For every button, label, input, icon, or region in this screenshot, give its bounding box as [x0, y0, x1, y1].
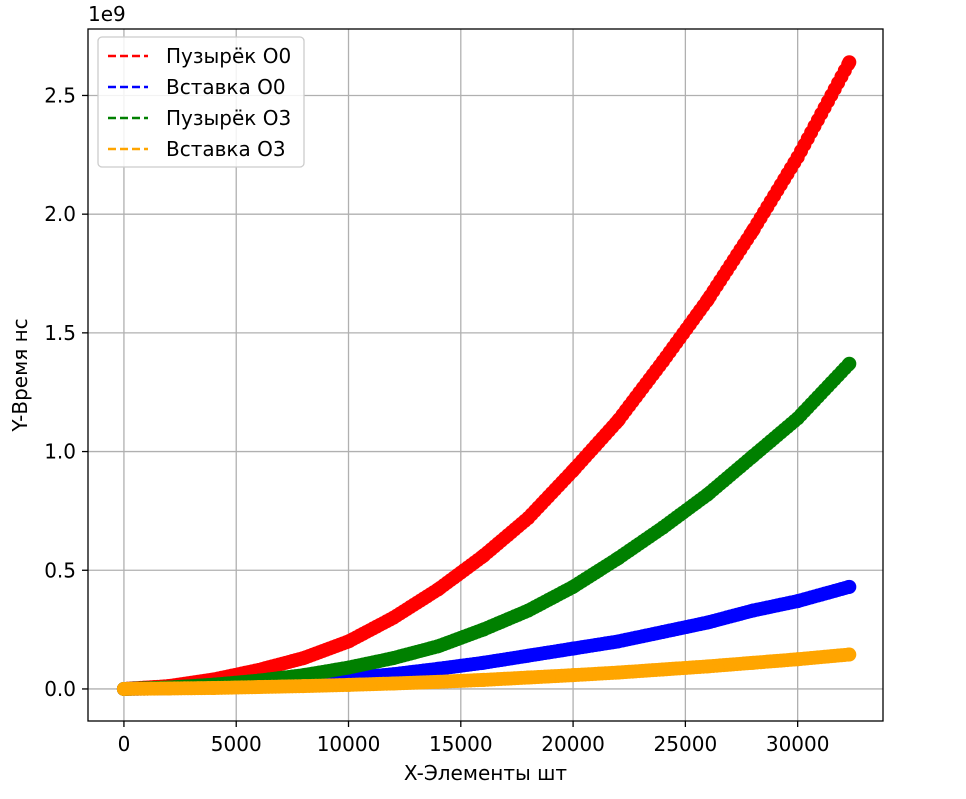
data-point — [476, 672, 491, 687]
y-tick-label: 2.5 — [44, 83, 76, 107]
data-point — [341, 660, 356, 675]
x-axis-label: X-Элементы шт — [404, 761, 568, 785]
x-tick-label: 5000 — [211, 732, 262, 756]
y-tick-label: 2.0 — [44, 202, 76, 226]
data-point — [161, 681, 176, 696]
data-point — [745, 223, 760, 238]
x-tick-label: 15000 — [429, 732, 493, 756]
data-point — [341, 677, 356, 692]
data-point — [566, 579, 581, 594]
x-tick-label: 0 — [118, 732, 131, 756]
y-axis-label: Y-Время нс — [8, 318, 32, 432]
legend-label: Пузырёк O3 — [166, 106, 291, 130]
legend-label: Пузырёк O0 — [166, 44, 291, 68]
y-tick-label: 0.0 — [44, 677, 76, 701]
legend-label: Вставка O3 — [166, 137, 286, 161]
legend-box — [97, 36, 305, 168]
x-tick-label: 10000 — [317, 732, 381, 756]
x-tick-label: 20000 — [541, 732, 605, 756]
data-point — [655, 662, 670, 677]
legend: Пузырёк O0 Вставка O0 Пузырёк O3 Вставка O3 — [97, 36, 305, 168]
data-point — [296, 679, 311, 694]
series-layer — [116, 55, 857, 696]
data-point — [521, 648, 536, 663]
series-3 — [116, 356, 857, 696]
y-offset-text: 1e9 — [88, 2, 126, 26]
x-tick-label: 25000 — [654, 732, 718, 756]
data-point — [745, 603, 760, 618]
series-line — [123, 61, 851, 691]
data-point — [700, 659, 715, 674]
data-point — [790, 594, 805, 609]
data-point — [521, 670, 536, 685]
plot-frame — [87, 28, 884, 722]
y-tick-label: 1.5 — [44, 321, 76, 345]
series-line — [123, 585, 850, 691]
legend-label: Вставка O0 — [166, 75, 286, 99]
series-4 — [116, 647, 857, 696]
y-tick-label: 1.0 — [44, 440, 76, 464]
x-tick-label: 30000 — [766, 732, 830, 756]
ticks: 0 5000 10000 15000 20000 25000 30000 0.0 0.5 1.0 1… — [44, 83, 829, 756]
y-tick-label: 0.5 — [44, 558, 76, 582]
